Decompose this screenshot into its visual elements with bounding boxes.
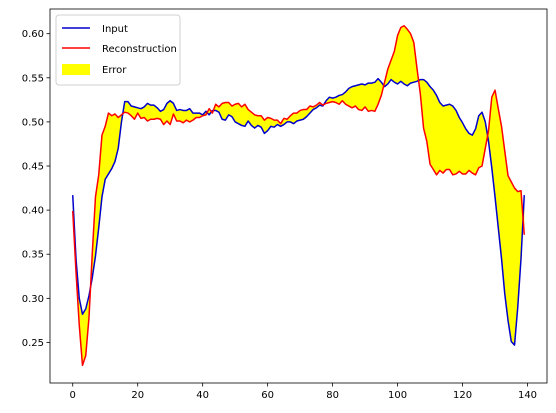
y-axis-ticks: 0.25 0.30 0.35 0.40 0.45 0.50 0.55 0.60 (22, 29, 50, 349)
y-tick-label: 0.40 (22, 206, 44, 217)
x-tick-label: 40 (196, 390, 209, 401)
series-line-input (71, 77, 526, 346)
legend-label-input: Input (102, 24, 128, 35)
series-line-reconstruction (71, 25, 526, 367)
y-tick-label: 0.35 (22, 250, 44, 261)
x-tick-label: 140 (518, 390, 537, 401)
x-axis-ticks: 0 20 40 60 80 100 120 140 (70, 383, 537, 401)
legend: Input Reconstruction Error (55, 14, 181, 86)
axes-frame (49, 8, 548, 384)
legend-label-reconstruction: Reconstruction (102, 44, 177, 55)
series-lines (71, 25, 526, 367)
y-tick-label: 0.50 (22, 117, 44, 128)
x-tick-label: 20 (131, 390, 144, 401)
y-tick-label: 0.45 (22, 162, 44, 173)
x-tick-label: 120 (453, 390, 472, 401)
y-tick-label: 0.25 (22, 338, 44, 349)
x-tick-label: 80 (326, 390, 339, 401)
x-tick-label: 60 (261, 390, 274, 401)
x-tick-label: 100 (388, 390, 407, 401)
y-tick-label: 0.60 (22, 29, 44, 40)
x-tick-label: 0 (70, 390, 76, 401)
legend-label-error: Error (102, 65, 127, 76)
y-tick-label: 0.30 (22, 294, 44, 305)
y-tick-label: 0.55 (22, 73, 44, 84)
legend-swatch-error (62, 64, 90, 75)
